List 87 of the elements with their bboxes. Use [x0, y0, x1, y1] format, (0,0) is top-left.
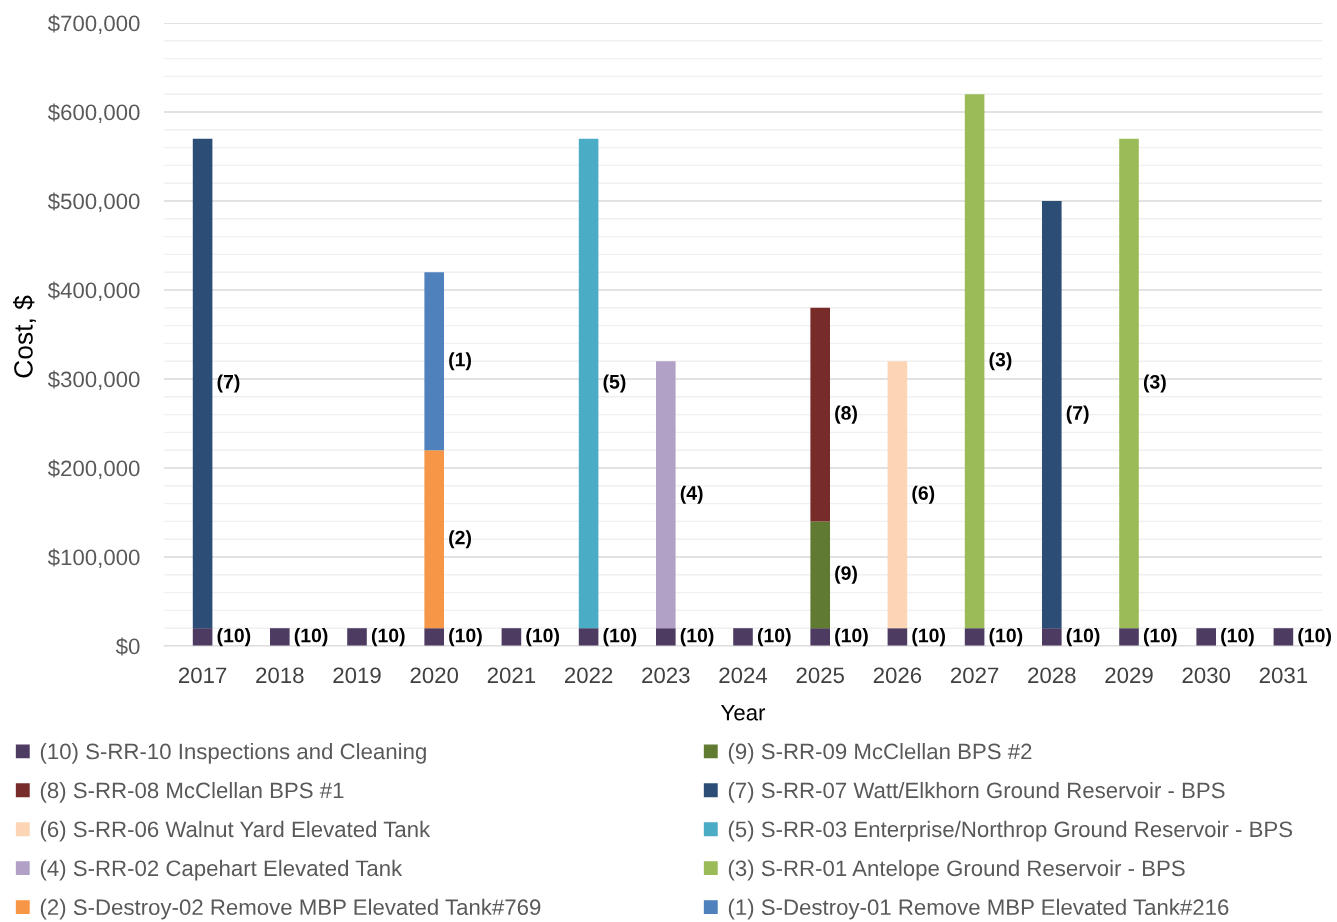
- bar: [810, 628, 830, 646]
- x-tick-label: 2017: [179, 667, 227, 684]
- legend-label: (6) S-RR-06 Walnut Yard Elevated Tank: [40, 820, 431, 842]
- bar: [656, 361, 676, 629]
- x-tick-label: 2025: [796, 667, 844, 684]
- annotation: (10): [1066, 628, 1100, 647]
- y-tick-label: $100,000: [47, 548, 140, 568]
- bar: [578, 628, 599, 646]
- y-tick-label: $500,000: [47, 192, 140, 212]
- legend-label: (10) S-RR-10 Inspections and Cleaning: [40, 743, 426, 764]
- annotation: (10): [757, 628, 791, 647]
- x-tick-label: 2019: [333, 667, 381, 684]
- bar: [424, 272, 444, 451]
- bar: [810, 307, 830, 522]
- annotation: (10): [680, 628, 714, 647]
- annotation: (10): [449, 628, 482, 647]
- annotation: (10): [835, 628, 868, 647]
- y-tick-label: $300,000: [47, 370, 140, 390]
- annotation: (10): [989, 628, 1023, 647]
- legend-label: (7) S-RR-07 Watt/Elkhorn Ground Reservoir - BPS: [728, 781, 1225, 803]
- bar: [656, 628, 676, 646]
- x-tick-label: 2022: [565, 667, 613, 684]
- bar: [270, 628, 290, 646]
- bar: [733, 628, 753, 646]
- bar: [887, 361, 908, 629]
- bar: [1196, 628, 1216, 646]
- x-tick-label: 2018: [256, 667, 304, 684]
- annotation: (10): [294, 628, 328, 647]
- annotation: (7): [1066, 405, 1089, 424]
- x-tick-label: 2023: [642, 667, 690, 684]
- annotation: (10): [603, 628, 637, 647]
- annotation: (1): [449, 352, 471, 371]
- bar: [1042, 628, 1062, 646]
- x-tick-label: 2028: [1028, 667, 1076, 684]
- x-tick-label: 2031: [1259, 667, 1308, 684]
- annotation: (10): [526, 628, 559, 647]
- y-tick-label: $400,000: [47, 281, 140, 301]
- legend-label: (1) S-Destroy-01 Remove MBP Elevated Tank#216: [728, 898, 1229, 920]
- annotation: (10): [217, 628, 251, 647]
- y-axis-title: Cost, $: [12, 295, 36, 378]
- x-axis-title: Year: [721, 705, 766, 721]
- annotation: (10): [371, 628, 405, 647]
- bar: [578, 138, 599, 629]
- bar: [1119, 138, 1139, 629]
- annotation: (7): [217, 374, 240, 393]
- x-tick-label: 2030: [1182, 667, 1231, 684]
- y-tick-label: $200,000: [47, 459, 140, 479]
- legend-label: (2) S-Destroy-02 Remove MBP Elevated Tank#769: [40, 898, 541, 920]
- legend-label: (5) S-RR-03 Enterprise/Northrop Ground Reservoir - BPS: [728, 820, 1293, 842]
- annotation: (10): [1143, 628, 1177, 647]
- y-tick-label: $0: [115, 637, 140, 656]
- bar: [501, 628, 522, 646]
- annotation: (10): [1298, 628, 1331, 647]
- bar: [964, 94, 985, 629]
- bar: [347, 628, 367, 646]
- x-tick-label: 2026: [873, 667, 922, 684]
- x-tick-label: 2020: [410, 667, 459, 684]
- bar: [192, 628, 213, 646]
- bar: [192, 138, 213, 629]
- bar: [810, 521, 830, 629]
- bar: [1119, 628, 1139, 646]
- bar: [887, 628, 908, 646]
- x-tick-label: 2029: [1105, 667, 1153, 684]
- legend-label: (3) S-RR-01 Antelope Ground Reservoir - BPS: [728, 859, 1185, 881]
- annotation: (8): [835, 405, 857, 424]
- x-tick-label: 2027: [951, 667, 999, 684]
- x-tick-label: 2021: [487, 667, 536, 684]
- annotation: (10): [1221, 628, 1254, 647]
- annotation: (3): [989, 352, 1012, 371]
- legend-label: (9) S-RR-09 McClellan BPS #2: [728, 743, 1032, 764]
- annotation: (4): [680, 485, 703, 504]
- bar: [964, 628, 985, 646]
- bar: [424, 450, 444, 629]
- legend-label: (8) S-RR-08 McClellan BPS #1: [40, 781, 344, 803]
- annotation: (6): [912, 485, 935, 504]
- bar: [424, 628, 444, 646]
- y-tick-label: $700,000: [47, 14, 140, 34]
- annotation: (9): [835, 565, 857, 584]
- y-tick-label: $600,000: [47, 103, 140, 123]
- annotation: (3): [1143, 374, 1166, 393]
- annotation: (10): [912, 628, 945, 647]
- x-tick-label: 2024: [719, 667, 768, 684]
- legend-label: (4) S-RR-02 Capehart Elevated Tank: [40, 859, 403, 881]
- annotation: (5): [603, 374, 626, 393]
- annotation: (2): [449, 530, 471, 549]
- bar: [1042, 201, 1062, 629]
- bar: [1273, 628, 1294, 646]
